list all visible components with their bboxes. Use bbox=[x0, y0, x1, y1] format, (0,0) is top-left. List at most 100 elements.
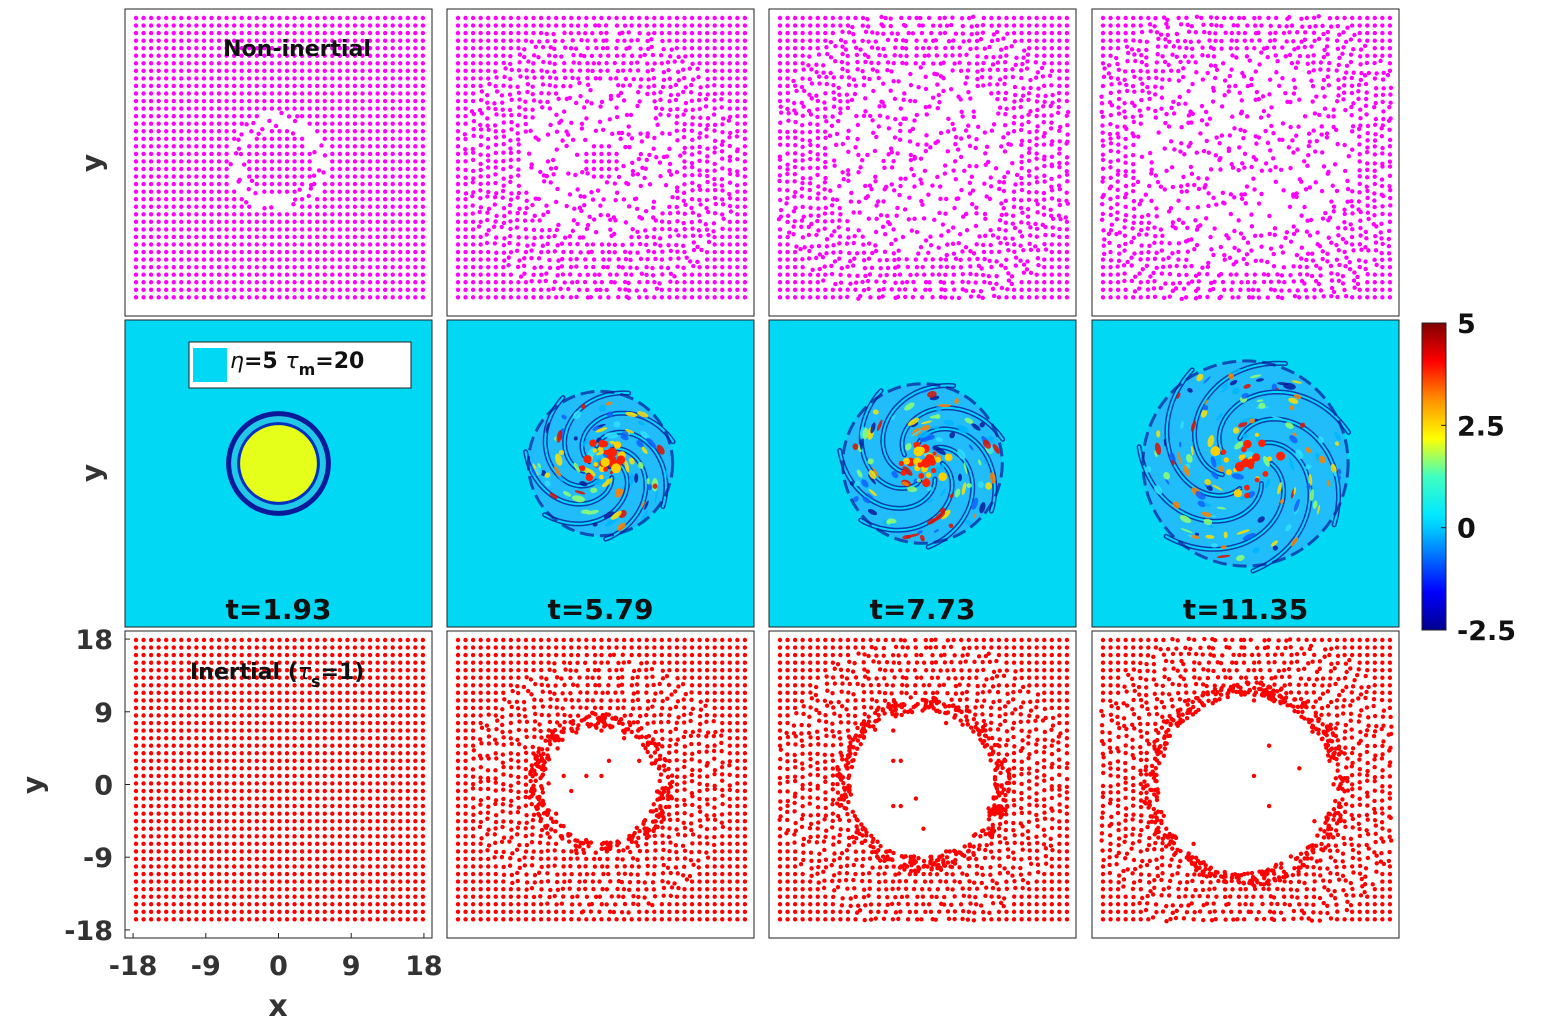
vorticity-blob bbox=[545, 422, 550, 433]
vorticity-blob bbox=[1207, 435, 1215, 448]
labels-layer: Non-inertial y y y x bbox=[16, 37, 371, 1024]
vorticity-blob bbox=[1333, 470, 1337, 477]
vorticity-blob bbox=[1232, 427, 1240, 434]
vorticity-blob bbox=[610, 510, 622, 520]
core-blob bbox=[592, 448, 597, 453]
vorticity-blob bbox=[868, 470, 877, 480]
non-inertial-title: Non-inertial bbox=[223, 37, 371, 62]
vorticity-blob bbox=[554, 466, 561, 477]
y-tick-label: 0 bbox=[94, 771, 113, 802]
vorticity-blob bbox=[1202, 405, 1209, 411]
core-blob bbox=[1267, 456, 1273, 462]
core-blob bbox=[1225, 469, 1232, 476]
core-blob bbox=[603, 449, 609, 455]
particle-field bbox=[455, 15, 748, 301]
vorticity-blob bbox=[638, 461, 644, 469]
vorticity-blob bbox=[1293, 394, 1302, 400]
vorticity-blob bbox=[530, 466, 537, 477]
vorticity-blob bbox=[1291, 380, 1302, 384]
vorticity-blob bbox=[939, 507, 946, 514]
vorticity-blob bbox=[571, 495, 585, 503]
vorticity-blob bbox=[613, 421, 621, 428]
vorticity-blob bbox=[1191, 445, 1194, 456]
vorticity-blob bbox=[1210, 543, 1219, 548]
vorticity-blob bbox=[1318, 436, 1325, 443]
vorticity-blob bbox=[1271, 383, 1278, 391]
vorticity-blob bbox=[854, 480, 861, 487]
vortex bbox=[1136, 359, 1352, 574]
vorticity-blob bbox=[935, 436, 943, 442]
vorticity-blob bbox=[862, 427, 869, 440]
spiral-arm-highlight bbox=[838, 449, 936, 510]
vorticity-blob bbox=[604, 432, 618, 439]
vorticity-blob bbox=[927, 498, 934, 504]
vorticity-blob bbox=[1204, 478, 1211, 486]
vortex-edge bbox=[841, 382, 1004, 545]
core-blob bbox=[918, 472, 925, 479]
core-blob bbox=[611, 463, 621, 474]
vorticity-blob bbox=[943, 419, 955, 426]
core-blob bbox=[1258, 439, 1266, 448]
vorticity-blob bbox=[641, 501, 645, 508]
vorticity-blob bbox=[1203, 376, 1211, 384]
vorticity-blob bbox=[852, 443, 859, 450]
vorticity-blob bbox=[1241, 393, 1249, 399]
vorticity-blob bbox=[856, 469, 863, 478]
vortex-core bbox=[240, 425, 317, 502]
vorticity-blob bbox=[641, 446, 648, 455]
vortex-edge bbox=[526, 389, 675, 538]
vorticity-blob bbox=[1290, 488, 1295, 499]
core-blob bbox=[1223, 457, 1230, 463]
vorticity-blob bbox=[1210, 456, 1217, 468]
vorticity-blob bbox=[940, 464, 945, 471]
vorticity-blob bbox=[1176, 392, 1181, 399]
vorticity-blob bbox=[1187, 387, 1193, 393]
vorticity-blob bbox=[1283, 382, 1296, 390]
colorbar-tick-label: 0 bbox=[1457, 514, 1476, 545]
vorticity-blob bbox=[616, 522, 626, 531]
x-tick-label: 18 bbox=[405, 951, 443, 982]
vorticity-blob bbox=[1285, 422, 1294, 429]
vorticity-blob bbox=[586, 509, 599, 515]
vorticity-blob bbox=[1215, 413, 1223, 421]
core-blob bbox=[1238, 454, 1245, 461]
vorticity-blob bbox=[887, 518, 897, 524]
vorticity-blob bbox=[907, 486, 918, 493]
vorticity-blob bbox=[1337, 468, 1342, 475]
vorticity-blob bbox=[1256, 399, 1264, 402]
vorticity-blob bbox=[1221, 383, 1229, 389]
vorticity-blob bbox=[595, 450, 605, 456]
vorticity-blob bbox=[1271, 415, 1284, 420]
vorticity-blob bbox=[1258, 402, 1266, 409]
vorticity-blob bbox=[971, 423, 981, 431]
core-blob bbox=[603, 466, 609, 472]
colorbar-tick-label: -2.5 bbox=[1457, 616, 1516, 647]
vorticity-blob bbox=[929, 426, 940, 429]
vorticity-blob bbox=[905, 443, 912, 451]
vorticity-blob bbox=[544, 480, 551, 487]
vorticity-blob bbox=[549, 492, 558, 499]
vorticity-blob bbox=[1228, 373, 1235, 380]
vorticity-blob bbox=[1196, 373, 1204, 382]
vorticity-blob bbox=[1154, 442, 1162, 456]
core-blob bbox=[925, 472, 932, 478]
vorticity-blob bbox=[1293, 498, 1300, 512]
vorticity-blob bbox=[964, 417, 974, 424]
vorticity-blob bbox=[1216, 554, 1231, 558]
particle-field bbox=[1099, 14, 1394, 302]
vorticity-blob bbox=[1172, 501, 1181, 509]
vorticity-blob bbox=[1191, 534, 1200, 540]
vorticity-blob bbox=[921, 420, 933, 425]
vorticity-blob bbox=[1165, 479, 1170, 485]
vorticity-blob bbox=[1238, 421, 1248, 428]
vorticity-blob bbox=[902, 466, 913, 476]
vorticity-blob bbox=[640, 431, 650, 440]
core-blob bbox=[606, 454, 613, 461]
vorticity-blob bbox=[891, 471, 899, 479]
vorticity-blob bbox=[1272, 545, 1278, 551]
vorticity-blob bbox=[621, 431, 629, 438]
core-blob bbox=[935, 456, 941, 463]
y-axis-label-row3: y bbox=[16, 776, 49, 794]
vorticity-blob bbox=[1204, 399, 1209, 405]
vorticity-blob bbox=[910, 429, 922, 437]
